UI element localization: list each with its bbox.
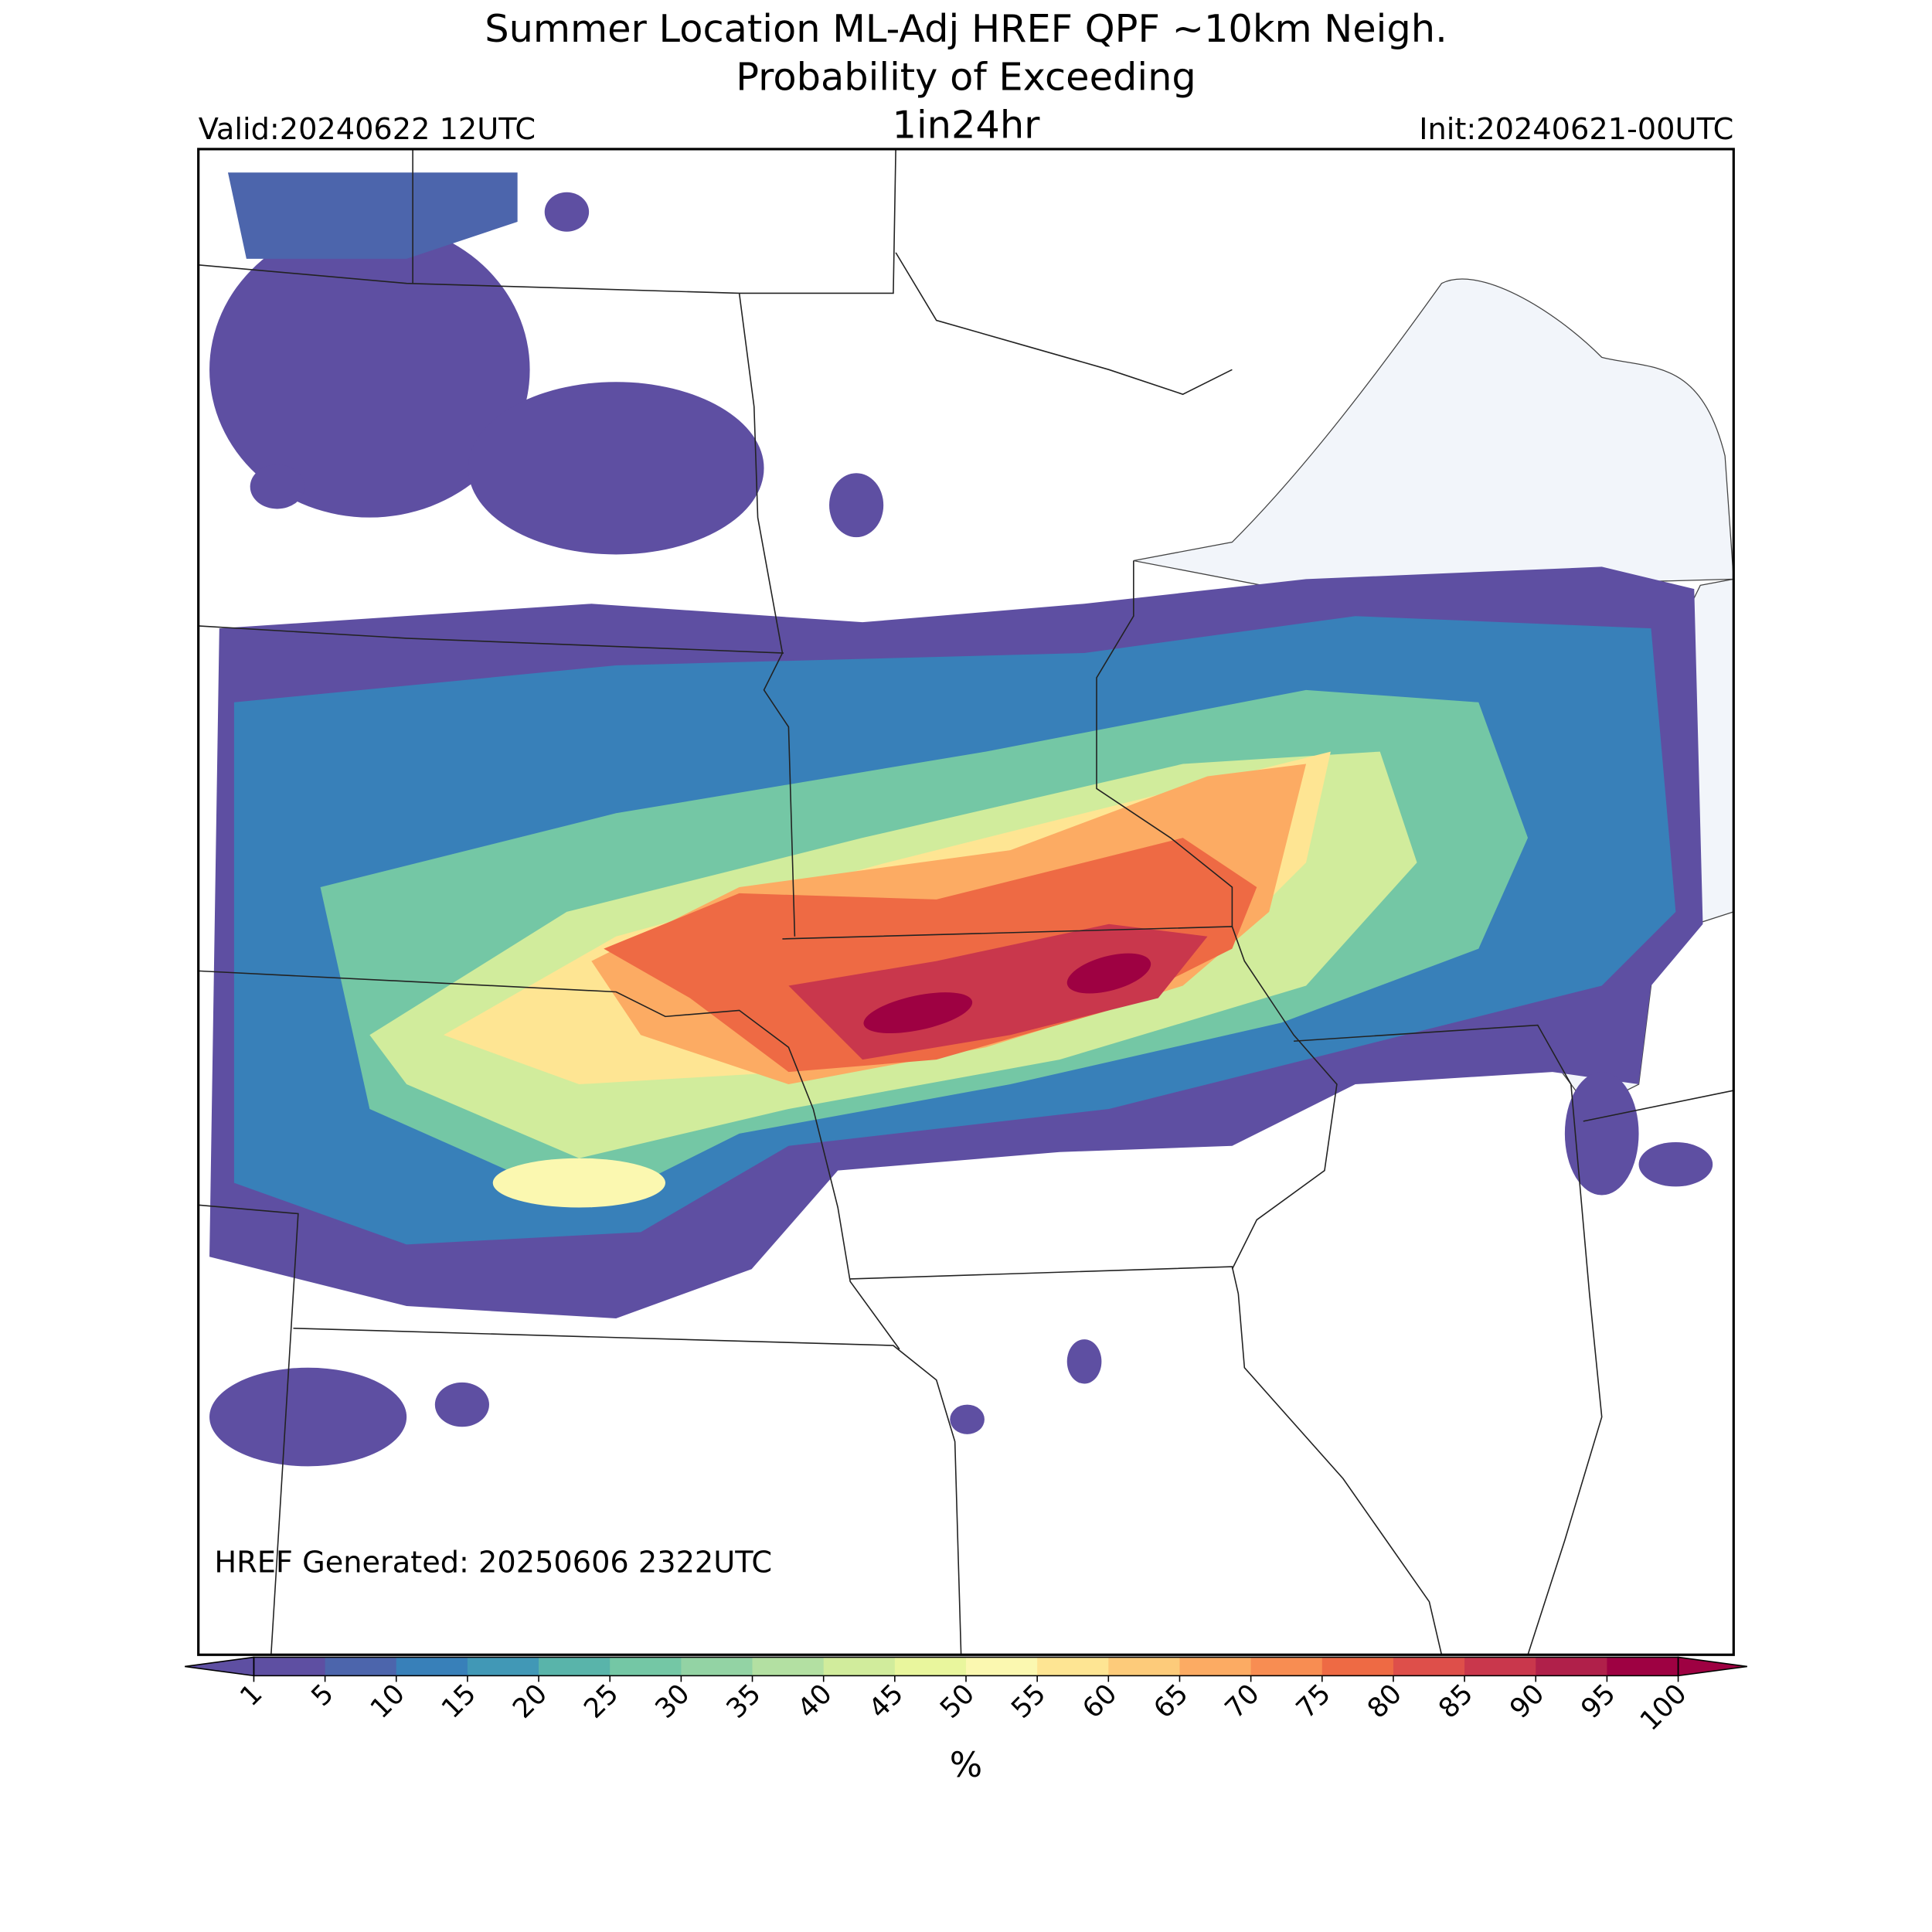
colorbar-tick-label: 30: [649, 1678, 696, 1725]
colorbar-tick-label: 1: [234, 1678, 269, 1713]
colorbar-tick-label: 40: [791, 1678, 838, 1725]
colorbar-segment: [823, 1657, 896, 1676]
lake-superior: [1133, 278, 1734, 592]
colorbar-label: %: [950, 1745, 982, 1785]
colorbar-segment: [894, 1657, 967, 1676]
colorbar-tick-label: 75: [1290, 1678, 1337, 1725]
colorbar-tick-label: 100: [1634, 1678, 1692, 1736]
colorbar-segment: [966, 1657, 1038, 1676]
colorbar-segment: [325, 1657, 397, 1676]
colorbar-tick-label: 60: [1077, 1678, 1124, 1725]
colorbar-segment: [1321, 1657, 1394, 1676]
colorbar: 1 5 10 15 20 25 30 35 40 45 50 55 60 65 70 75 80 85 90 95 10…: [185, 1656, 1747, 1737]
colorbar-segment: [1179, 1657, 1252, 1676]
map-frame: [197, 148, 1735, 1656]
colorbar-segment: [539, 1657, 611, 1676]
colorbar-segment: [1464, 1657, 1537, 1676]
colorbar-tick-label: 20: [507, 1678, 554, 1725]
colorbar-segment: [467, 1657, 539, 1676]
map: HREF Generated: 20250606 2322UTC: [197, 148, 1735, 1656]
colorbar-tick-label: 5: [305, 1678, 340, 1713]
colorbar-tick-label: 25: [578, 1678, 625, 1725]
colorbar-tick-label: 45: [862, 1678, 910, 1725]
subtitle: 1in24hr: [893, 103, 1041, 148]
colorbar-segment: [253, 1657, 326, 1676]
colorbar-tick-label: 10: [364, 1678, 411, 1725]
colorbar-tick-label: 85: [1433, 1678, 1480, 1725]
title-line-2: Probability of Exceeding: [736, 54, 1196, 99]
colorbar-segment: [396, 1657, 468, 1676]
colorbar-extend-max: [1677, 1656, 1747, 1677]
colorbar-tick-label: 15: [435, 1678, 482, 1725]
colorbar-segment: [1607, 1657, 1679, 1676]
title-line-1: Summer Location ML-Adj HREF QPF ~10km Ne…: [485, 6, 1447, 51]
colorbar-segment: [1250, 1657, 1323, 1676]
colorbar-tick-label: 90: [1504, 1678, 1551, 1725]
colorbar-segment: [1536, 1657, 1608, 1676]
init-time: Init:20240621-00UTC: [1419, 112, 1733, 147]
colorbar-tick-label: 55: [1005, 1678, 1053, 1725]
generated-annotation: HREF Generated: 20250606 2322UTC: [214, 1545, 772, 1580]
colorbar-segment: [1037, 1657, 1110, 1676]
colorbar-tick-label: 80: [1362, 1678, 1409, 1725]
colorbar-segment: [681, 1657, 753, 1676]
colorbar-tick-label: 50: [934, 1678, 981, 1725]
colorbar-segment: [610, 1657, 682, 1676]
probability-field: [209, 172, 1713, 1467]
valid-time: Valid:20240622 12UTC: [199, 112, 536, 147]
colorbar-tick-label: 70: [1219, 1678, 1266, 1725]
colorbar-tick-label: 35: [720, 1678, 767, 1725]
colorbar-tick-label: 95: [1575, 1678, 1622, 1725]
colorbar-segment: [1108, 1657, 1181, 1676]
colorbar-segment: [1393, 1657, 1465, 1676]
colorbar-tick-label: 65: [1148, 1678, 1195, 1725]
colorbar-extend-min: [185, 1656, 255, 1677]
colorbar-segment: [752, 1657, 825, 1676]
